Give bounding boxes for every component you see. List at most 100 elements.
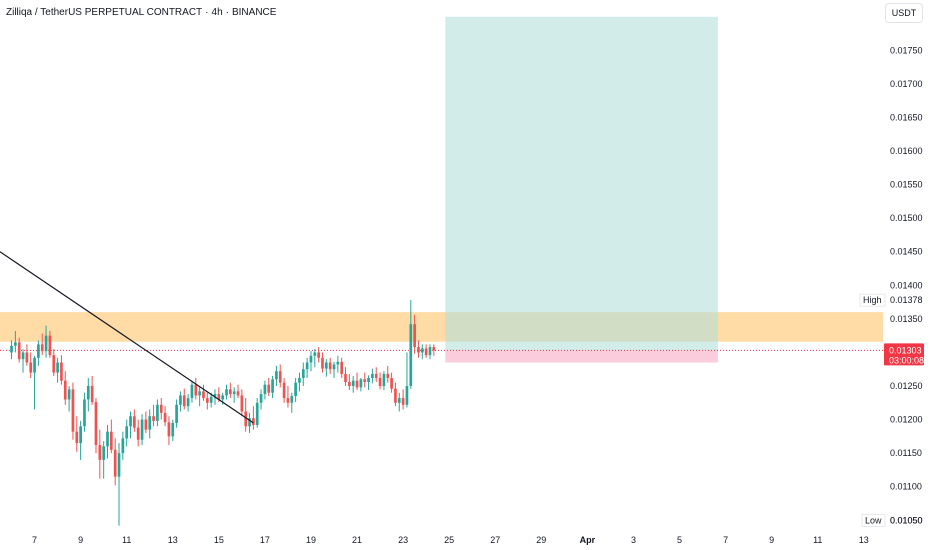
y-tick-label: 0.01700 (890, 79, 923, 89)
price-axis-bg (883, 0, 932, 550)
candle-body (186, 398, 190, 407)
y-tick-label: 0.01350 (890, 314, 923, 324)
y-tick-label: 0.01500 (890, 213, 923, 223)
candle-body (405, 386, 409, 405)
candle-body (382, 373, 386, 387)
candle-body (159, 404, 163, 413)
x-tick-label: 27 (490, 535, 500, 545)
candle-body (190, 384, 194, 399)
candle-body (209, 396, 213, 403)
x-tick-label: 25 (444, 535, 454, 545)
candle-body (25, 352, 29, 363)
candle-body (213, 394, 217, 397)
candle-body (428, 347, 432, 356)
candle-body (33, 357, 36, 373)
candle-body (236, 391, 240, 396)
y-tick-label: 0.01200 (890, 415, 923, 425)
candle-body (198, 391, 201, 396)
interval-label[interactable]: 4h (211, 7, 223, 18)
candle-body (317, 352, 320, 358)
candle-body (29, 362, 33, 373)
y-tick-label: 0.01150 (890, 448, 922, 458)
candle-body (136, 427, 140, 440)
candle-body (140, 419, 144, 440)
candle-body (378, 377, 382, 387)
y-tick-label: 0.01100 (890, 482, 922, 492)
candle-body (194, 384, 198, 396)
candle-body (83, 399, 86, 427)
candle-body (252, 418, 255, 425)
x-tick-label: 17 (260, 535, 270, 545)
candle-body (14, 342, 17, 346)
x-tick-label: 29 (536, 535, 546, 545)
candle-body (386, 373, 390, 378)
candle-body (37, 344, 40, 358)
candle-body (397, 398, 401, 403)
exchange-label: BINANCE (231, 7, 277, 18)
candle-body (359, 379, 363, 388)
candle-body (374, 373, 378, 378)
candle-body (298, 377, 301, 383)
x-tick-label: 23 (398, 535, 408, 545)
candle-body (420, 348, 424, 353)
currency-button[interactable]: USDT (885, 3, 923, 23)
long-position-stop-zone[interactable] (445, 350, 718, 363)
title-separator: · (205, 7, 209, 18)
x-tick-label: 7 (723, 535, 728, 545)
candle-body (17, 342, 21, 360)
candle-body (44, 335, 48, 352)
candle-body (217, 394, 221, 400)
long-position-target-zone[interactable] (445, 16, 718, 351)
candle-body (94, 402, 98, 446)
candle-body (113, 449, 117, 477)
candle-body (248, 418, 251, 427)
candle-body (40, 344, 44, 352)
candle-body (278, 371, 282, 383)
y-tick-label: 0.01400 (890, 280, 923, 290)
x-tick-label: Apr (580, 535, 596, 545)
candle-body (117, 453, 121, 477)
candle-body (171, 422, 175, 437)
candle-body (225, 389, 228, 396)
title-separator: · (225, 7, 229, 18)
candle-body (263, 384, 267, 395)
candle-countdown: 03:00:08 (889, 355, 924, 365)
high-label-box (859, 293, 886, 307)
candle-body (401, 398, 405, 405)
candle-body (282, 382, 286, 399)
candle-body (10, 345, 13, 353)
candle-body (394, 388, 397, 403)
x-tick-label: 21 (352, 535, 362, 545)
candle-body (313, 352, 317, 356)
candle-body (432, 347, 436, 351)
y-tick-label: 0.01550 (890, 180, 923, 190)
candle-body (367, 377, 370, 382)
candle-body (121, 438, 125, 454)
candle-body (109, 431, 113, 450)
high-label-text: High (863, 295, 882, 305)
x-tick-label: 9 (78, 535, 83, 545)
x-tick-label: 15 (214, 535, 224, 545)
symbol-name[interactable]: Zilliqa / TetherUS PERPETUAL CONTRACT (6, 7, 203, 18)
current-price-value: 0.01303 (889, 345, 922, 355)
candle-body (232, 391, 236, 395)
candle-body (86, 386, 90, 400)
candle-body (148, 416, 152, 430)
x-tick-label: 7 (32, 535, 37, 545)
candle-body (259, 394, 263, 403)
candle-body (301, 369, 305, 378)
candle-body (424, 348, 428, 356)
trendline[interactable] (0, 251, 254, 424)
candle-body (328, 362, 332, 370)
candle-body (351, 380, 355, 387)
y-tick-label: 0.01600 (890, 146, 923, 156)
candle-body (363, 379, 367, 382)
y-tick-label: 0.01450 (890, 247, 923, 257)
y-tick-label: 0.01250 (890, 381, 923, 391)
candle-body (152, 416, 155, 421)
candle-body (205, 398, 209, 403)
y-tick-label: 0.01050 (890, 515, 923, 525)
resistance-zone[interactable] (0, 312, 883, 342)
candle-body (409, 324, 413, 387)
